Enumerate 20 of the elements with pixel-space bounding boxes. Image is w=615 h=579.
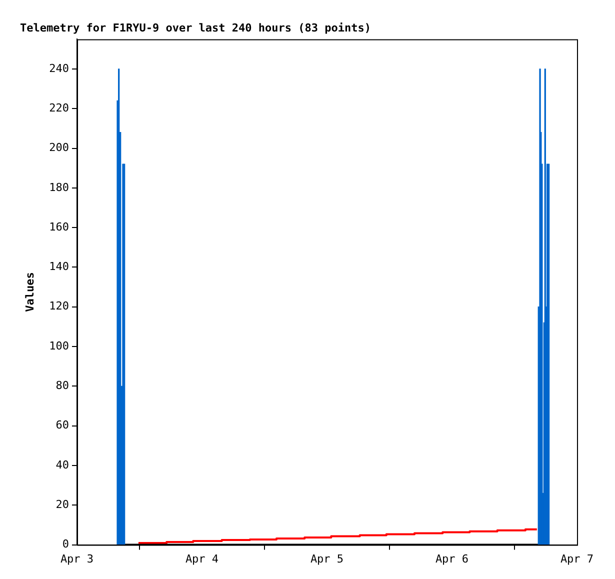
y-tick-label: 120 bbox=[49, 300, 69, 313]
y-tick-label: 240 bbox=[49, 62, 69, 75]
chart-title: Telemetry for F1RYU-9 over last 240 hours (83 points) bbox=[20, 21, 371, 34]
y-axis-title: Values bbox=[23, 272, 36, 312]
y-tick-label: 160 bbox=[49, 220, 69, 234]
y-tick-label: 40 bbox=[56, 458, 69, 472]
y-tick-label: 60 bbox=[56, 418, 69, 432]
y-tick-label: 200 bbox=[49, 141, 69, 154]
x-tick-label: Apr 3 bbox=[60, 552, 94, 566]
y-tick-label: 100 bbox=[49, 339, 69, 352]
x-tick-label: Apr 5 bbox=[310, 552, 344, 566]
y-tick-label: 140 bbox=[49, 260, 69, 274]
y-tick-label: 20 bbox=[56, 498, 69, 512]
y-tick-label: 220 bbox=[49, 101, 69, 114]
x-tick-label: Apr 4 bbox=[185, 552, 219, 566]
x-tick-label: Apr 6 bbox=[435, 552, 469, 566]
y-tick-label: 180 bbox=[49, 180, 69, 194]
y-tick-label: 80 bbox=[56, 379, 69, 392]
x-tick-label: Apr 7 bbox=[560, 552, 594, 566]
y-tick-label: 0 bbox=[62, 538, 69, 551]
